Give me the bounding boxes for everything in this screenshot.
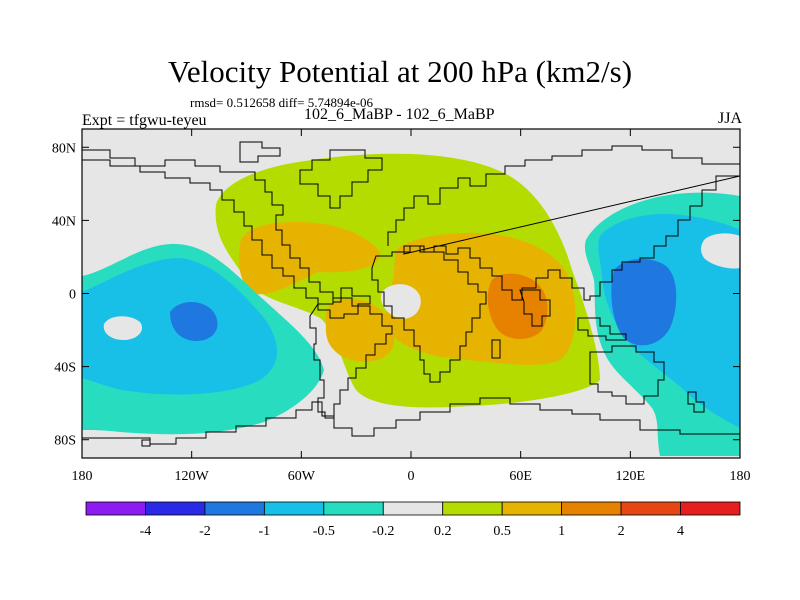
colorbar-label: 2 bbox=[618, 524, 625, 539]
colorbar-label: 4 bbox=[677, 524, 684, 539]
coastline-small-island bbox=[141, 439, 151, 447]
coastline-india bbox=[519, 289, 551, 327]
colorbar-swatch bbox=[323, 501, 384, 516]
colorbar-swatch bbox=[442, 501, 503, 516]
season-label: JJA bbox=[717, 110, 742, 127]
colorbar-swatch bbox=[85, 501, 146, 516]
colorbar-label: 1 bbox=[558, 524, 565, 539]
colorbar-label: -2 bbox=[199, 524, 211, 539]
colorbar-swatch bbox=[263, 501, 325, 516]
contour-hole-atlantic-neutral bbox=[380, 284, 421, 319]
case-label: 102_6_MaBP - 102_6_MaBP bbox=[304, 106, 495, 123]
coastline-greenland bbox=[299, 149, 383, 209]
colorbar-swatch bbox=[561, 501, 622, 516]
contour-fills bbox=[82, 153, 740, 456]
coastline-madagascar bbox=[491, 339, 501, 359]
colorbar-label: -0.2 bbox=[372, 524, 394, 539]
contour-negative-west-pacific-min bbox=[611, 258, 677, 346]
coastline-north-america bbox=[82, 149, 371, 319]
x-tick-label: 180 bbox=[730, 469, 751, 484]
coastlines bbox=[82, 141, 740, 447]
colorbar-swatch bbox=[145, 501, 206, 516]
y-tick-label: 80N bbox=[52, 141, 76, 156]
x-tick-label: 120E bbox=[616, 469, 646, 484]
y-tick-label: 40S bbox=[54, 361, 76, 376]
colorbar-swatch bbox=[204, 501, 265, 516]
y-tick-label: 0 bbox=[69, 288, 76, 303]
colorbar-swatch bbox=[382, 501, 444, 516]
experiment-label: Expt = tfgwu-teyeu bbox=[82, 112, 207, 129]
colorbar-label: 0.2 bbox=[434, 524, 452, 539]
x-tick-label: 60W bbox=[288, 469, 316, 484]
y-tick-label: 80S bbox=[54, 434, 76, 449]
coastline-new-zealand bbox=[687, 391, 705, 413]
chart-title: Velocity Potential at 200 hPa (km2/s) bbox=[167, 54, 633, 89]
contour-positive-lobe-north-atlantic bbox=[238, 222, 381, 295]
colorbar-swatch bbox=[501, 501, 563, 516]
coastline-arctic-islands bbox=[239, 141, 281, 163]
x-tick-label: 60E bbox=[509, 469, 532, 484]
coastline-antarctica bbox=[82, 397, 740, 445]
contour-positive-lobe-south-atlantic bbox=[325, 298, 395, 362]
coastline-indonesia bbox=[577, 317, 627, 341]
contour-hole-west-pacific-neutral bbox=[701, 233, 740, 269]
coastline-australia bbox=[589, 345, 665, 405]
contour-negative-east-pacific-min bbox=[170, 301, 218, 341]
x-tick-label: 120W bbox=[175, 469, 210, 484]
colorbar-label: 0.5 bbox=[493, 524, 511, 539]
x-tick-label: 180 bbox=[72, 469, 93, 484]
colorbar-label: -0.5 bbox=[313, 524, 335, 539]
colorbar: -4 -2 -1 -0.5 -0.2 0.2 0.5 1 2 4 bbox=[85, 501, 741, 539]
coastline-africa bbox=[371, 245, 487, 383]
contour-hole-east-pacific-neutral bbox=[103, 316, 143, 340]
colorbar-label: -1 bbox=[259, 524, 271, 539]
coastline-eurasia bbox=[387, 145, 740, 301]
coastline-south-america bbox=[309, 297, 393, 419]
axes: 180 120W 60W 0 60E 120E 180 80N 40N 0 40S 80S bbox=[52, 129, 751, 484]
colorbar-swatch bbox=[620, 501, 681, 516]
colorbar-label: -4 bbox=[140, 524, 152, 539]
colorbar-swatch bbox=[680, 501, 741, 516]
stats-label: rmsd= 0.512658 diff= 5.74894e-06 bbox=[190, 95, 374, 110]
y-tick-label: 40N bbox=[52, 214, 76, 229]
x-tick-label: 0 bbox=[408, 469, 415, 484]
